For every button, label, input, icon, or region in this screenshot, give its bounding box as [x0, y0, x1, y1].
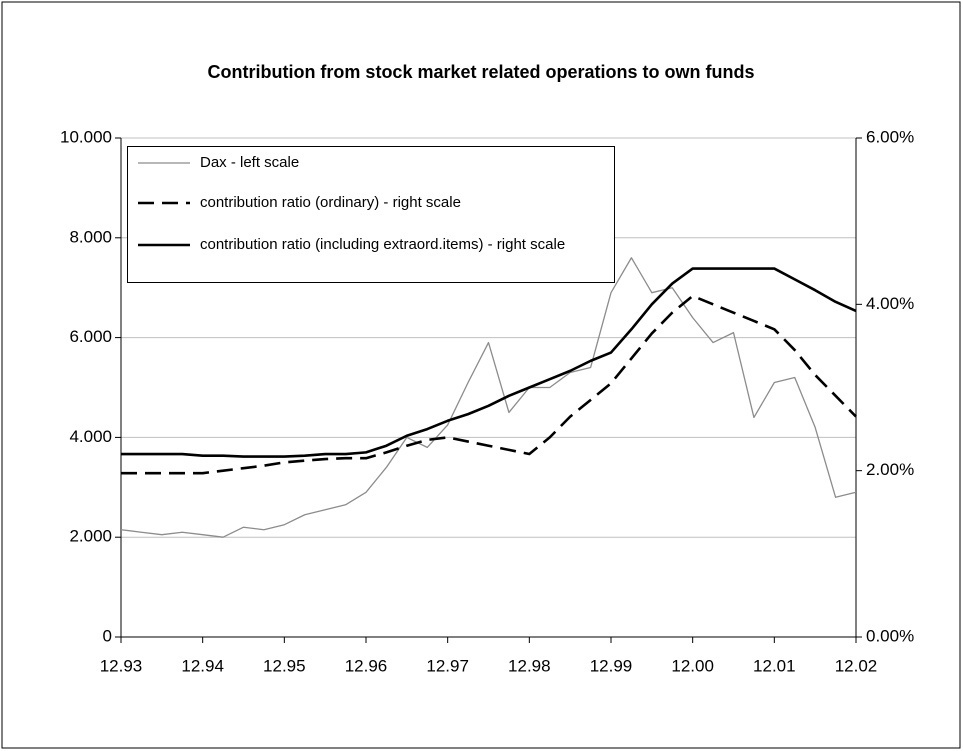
y2-tick-label: 4.00% — [866, 294, 914, 313]
legend-entry: contribution ratio (ordinary) - right sc… — [136, 193, 610, 212]
y-tick-label: 2.000 — [69, 527, 112, 546]
legend-label: Dax - left scale — [200, 154, 300, 171]
chart-title: Contribution from stock market related o… — [207, 62, 754, 82]
series-line — [121, 267, 857, 458]
y-tick-label: 4.000 — [69, 427, 112, 446]
legend-swatch — [138, 162, 190, 164]
x-tick-label: 12.01 — [753, 656, 796, 675]
y-tick-label: 10.000 — [60, 127, 112, 146]
legend-label: contribution ratio (ordinary) - right sc… — [200, 194, 461, 211]
x-tick-label: 12.02 — [835, 656, 878, 675]
x-tick-label: 12.99 — [590, 656, 633, 675]
x-tick-label: 12.97 — [426, 656, 469, 675]
x-tick-label: 12.98 — [508, 656, 551, 675]
y2-tick-label: 2.00% — [866, 460, 914, 479]
legend-label: contribution ratio (including extraord.i… — [200, 236, 566, 253]
x-tick-label: 12.94 — [181, 656, 224, 675]
series-line — [120, 257, 857, 538]
series-line — [121, 294, 857, 475]
legend-swatch — [138, 201, 190, 205]
x-tick-label: 12.00 — [671, 656, 714, 675]
y-tick-label: 0 — [103, 626, 112, 645]
legend-swatch — [138, 243, 190, 247]
y2-tick-label: 0.00% — [866, 626, 914, 645]
x-tick-label: 12.96 — [345, 656, 388, 675]
y-tick-label: 8.000 — [69, 227, 112, 246]
legend-entry: Dax - left scale — [136, 153, 610, 172]
x-tick-label: 12.95 — [263, 656, 306, 675]
x-tick-label: 12.93 — [100, 656, 143, 675]
legend: Dax - left scale contribution ratio (ordi… — [127, 146, 615, 283]
legend-entry: contribution ratio (including extraord.i… — [136, 235, 610, 254]
y-tick-label: 6.000 — [69, 327, 112, 346]
y2-tick-label: 6.00% — [866, 127, 914, 146]
